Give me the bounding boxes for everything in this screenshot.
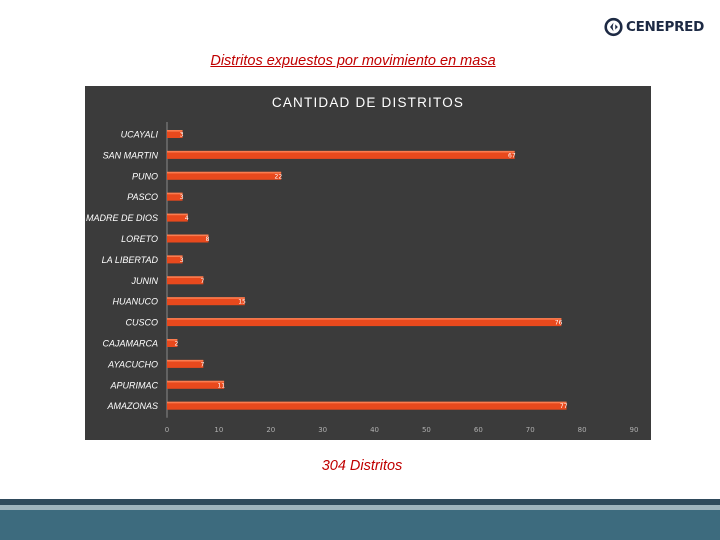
data-label: 15	[238, 299, 246, 306]
x-tick-label: 30	[318, 426, 327, 434]
bar	[167, 234, 209, 243]
cenepred-logo-text: CENEPRED	[626, 19, 704, 35]
footer-band-dark	[0, 499, 720, 505]
data-label: 3	[180, 194, 184, 201]
bar	[167, 130, 183, 138]
bar	[167, 171, 282, 180]
category-label: HUANUCO	[112, 297, 158, 307]
data-label: 2	[175, 341, 179, 348]
data-label: 8	[206, 236, 210, 243]
bar-highlight	[167, 150, 515, 153]
data-label: 67	[508, 152, 516, 159]
bar-highlight	[167, 276, 204, 278]
x-tick-label: 80	[578, 426, 587, 434]
bar-highlight	[167, 359, 204, 362]
x-tick-label: 70	[526, 426, 535, 434]
x-tick-label: 90	[630, 426, 639, 434]
bar-highlight	[167, 380, 225, 383]
bar-highlight	[167, 318, 562, 320]
data-label: 11	[217, 382, 225, 389]
data-label: 7	[200, 361, 204, 368]
category-label: CUSCO	[125, 318, 158, 328]
cenepred-logo: CENEPRED	[604, 14, 704, 40]
bar	[167, 359, 204, 368]
category-label: APURIMAC	[109, 380, 158, 390]
data-label: 4	[185, 215, 189, 222]
total-districts-label: 304 Distritos	[321, 458, 403, 474]
data-label: 7	[200, 278, 204, 285]
category-label: AYACUCHO	[107, 359, 158, 369]
x-tick-label: 20	[266, 426, 275, 434]
chart-title: CANTIDAD DE DISTRITOS	[271, 95, 465, 110]
x-tick-label: 60	[474, 426, 483, 434]
category-label: MADRE DE DIOS	[86, 213, 158, 223]
data-label: 3	[180, 132, 184, 139]
category-label: SAN MARTIN	[103, 150, 159, 160]
bar-highlight	[167, 401, 567, 404]
bar	[167, 213, 188, 222]
category-label: PUNO	[132, 171, 158, 181]
bar	[167, 192, 183, 201]
data-label: 76	[555, 320, 563, 327]
category-label: LA LIBERTAD	[102, 255, 159, 265]
bar	[167, 339, 178, 347]
category-label: CAJAMARCA	[102, 339, 158, 349]
bar	[167, 318, 562, 327]
bar-highlight	[167, 192, 183, 195]
bar	[167, 297, 245, 306]
category-label: JUNIN	[131, 276, 159, 286]
bar-highlight	[167, 255, 183, 257]
data-label: 3	[180, 257, 184, 264]
x-tick-label: 10	[214, 426, 223, 434]
category-label: UCAYALI	[121, 130, 159, 140]
footer-band-light	[0, 505, 720, 510]
bar	[167, 255, 183, 264]
category-label: LORETO	[121, 234, 158, 244]
chart-canvas: UCAYALI 3 SAN MARTIN 67 PUNO 22 PASCO 3 MADRE DE…	[86, 122, 639, 434]
bar-highlight	[167, 171, 282, 174]
bar-highlight	[167, 339, 178, 341]
category-label: AMAZONAS	[106, 401, 158, 411]
bar-chart: CANTIDAD DE DISTRITOS UCAYALI 3 SAN MARTIN…	[85, 86, 651, 440]
slide-title: Distritos expuestos por movimiento en ma…	[210, 53, 496, 69]
bar-highlight	[167, 130, 183, 132]
x-tick-label: 50	[422, 426, 431, 434]
category-label: PASCO	[127, 192, 158, 202]
footer-band	[0, 510, 720, 540]
bar	[167, 401, 567, 410]
bar-highlight	[167, 213, 188, 216]
x-tick-label: 40	[370, 426, 379, 434]
bar	[167, 380, 225, 389]
bar	[167, 276, 204, 285]
x-tick-label: 0	[165, 426, 169, 434]
cenepred-logo-icon	[604, 17, 623, 37]
data-label: 77	[560, 403, 568, 410]
bar-highlight	[167, 297, 245, 299]
bar-highlight	[167, 234, 209, 237]
bar	[167, 150, 515, 159]
data-label: 22	[275, 173, 283, 180]
